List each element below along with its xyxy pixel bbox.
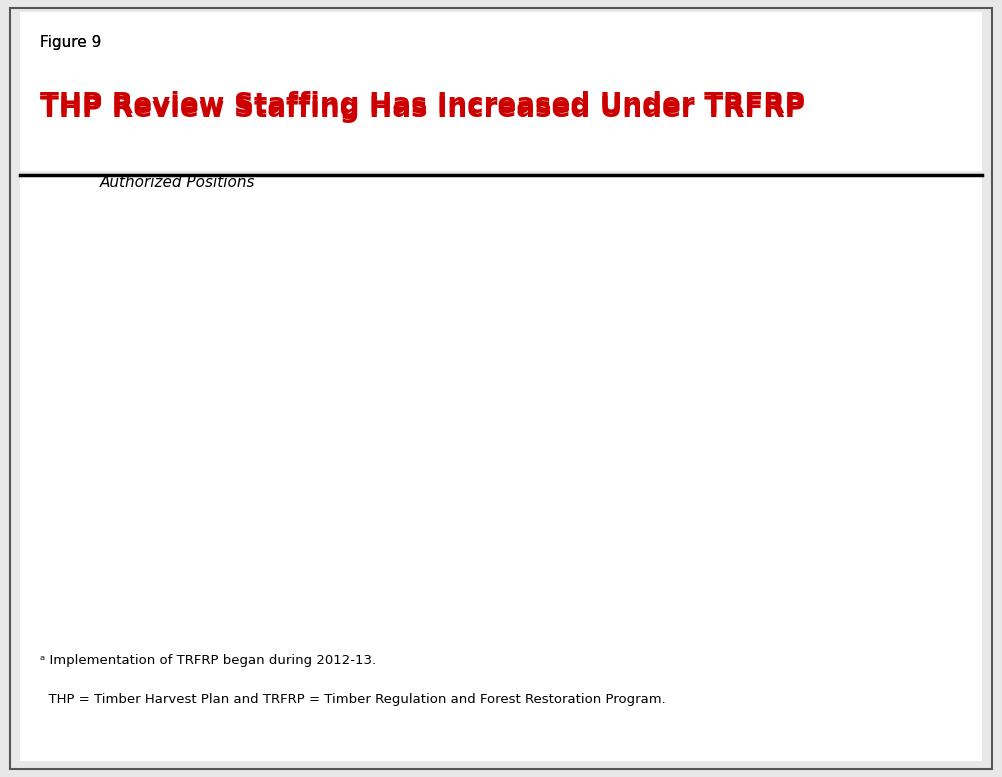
- Bar: [126, 315, 187, 606]
- Text: THP Review Staffing Has Increased Under TRFRP: THP Review Staffing Has Increased Under …: [40, 91, 805, 119]
- Bar: [316, 347, 378, 606]
- Bar: [505, 377, 567, 606]
- Text: THP = Timber Harvest Plan and TRFRP = Timber Regulation and Forest Restoration P: THP = Timber Harvest Plan and TRFRP = Ti…: [40, 693, 666, 706]
- Text: THP Review Staffing Has Increased Under TRFRP: THP Review Staffing Has Increased Under …: [40, 95, 805, 123]
- Text: ᵃ Implementation of TRFRP began during 2012-13.: ᵃ Implementation of TRFRP began during 2…: [40, 654, 376, 667]
- Bar: [694, 298, 757, 606]
- Bar: [600, 346, 661, 606]
- Text: Figure 9: Figure 9: [40, 35, 101, 50]
- Bar: [221, 350, 283, 606]
- Text: Figure 9: Figure 9: [40, 35, 101, 50]
- Bar: [885, 259, 946, 606]
- Text: Authorized Positions: Authorized Positions: [100, 176, 256, 190]
- Bar: [790, 291, 851, 606]
- Bar: [411, 378, 472, 606]
